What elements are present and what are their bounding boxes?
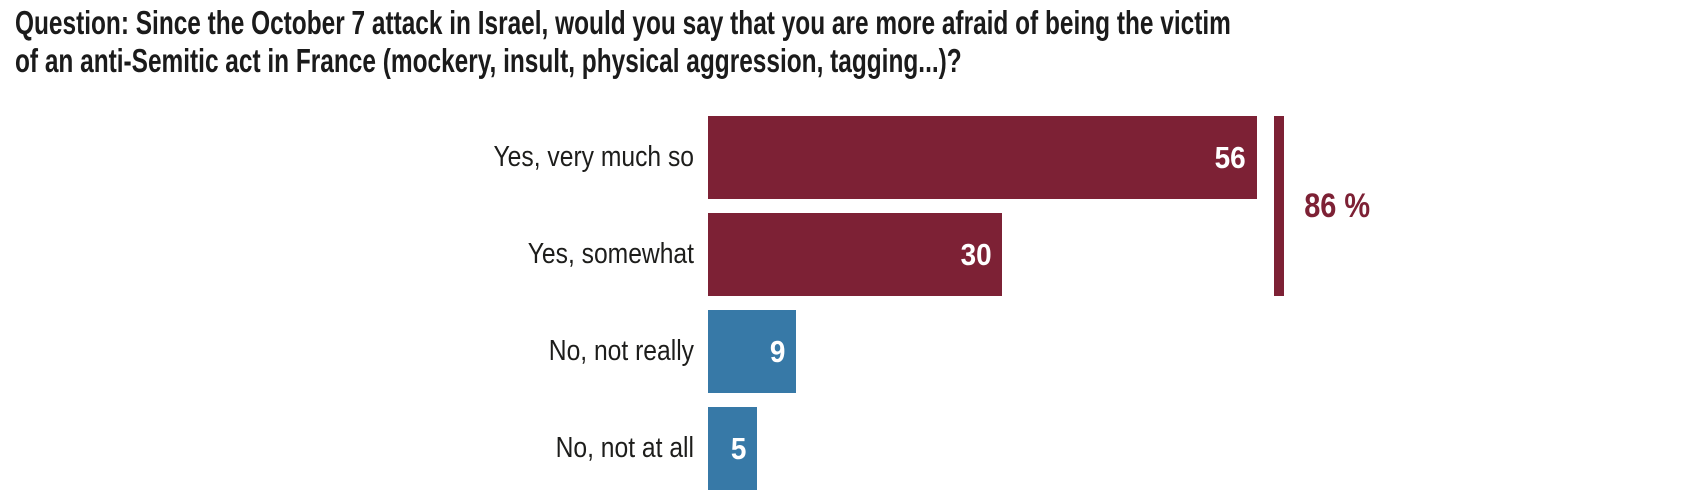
title-line-1: Question: Since the October 7 attack in … — [15, 4, 1231, 41]
category-label: Yes, very much so — [493, 141, 694, 173]
bar-value-label: 5 — [730, 430, 747, 466]
category-label: Yes, somewhat — [527, 238, 694, 270]
bar: 5 — [708, 407, 757, 490]
category-label: No, not really — [548, 335, 694, 367]
total-bracket-bar — [1274, 116, 1284, 296]
bar: 56 — [708, 116, 1257, 199]
bar-value-label: 9 — [769, 333, 786, 369]
total-percentage-label: 86 % — [1294, 116, 1384, 296]
bar-value-label: 30 — [960, 236, 992, 272]
bar-value-label: 56 — [1214, 139, 1246, 175]
chart-question-title: Question: Since the October 7 attack in … — [15, 4, 1231, 80]
title-line-2: of an anti-Semitic act in France (mocker… — [15, 42, 962, 79]
bar: 9 — [708, 310, 797, 393]
category-label: No, not at all — [555, 432, 694, 464]
total-percentage-text: 86 % — [1304, 186, 1371, 225]
bar: 30 — [708, 213, 1002, 296]
